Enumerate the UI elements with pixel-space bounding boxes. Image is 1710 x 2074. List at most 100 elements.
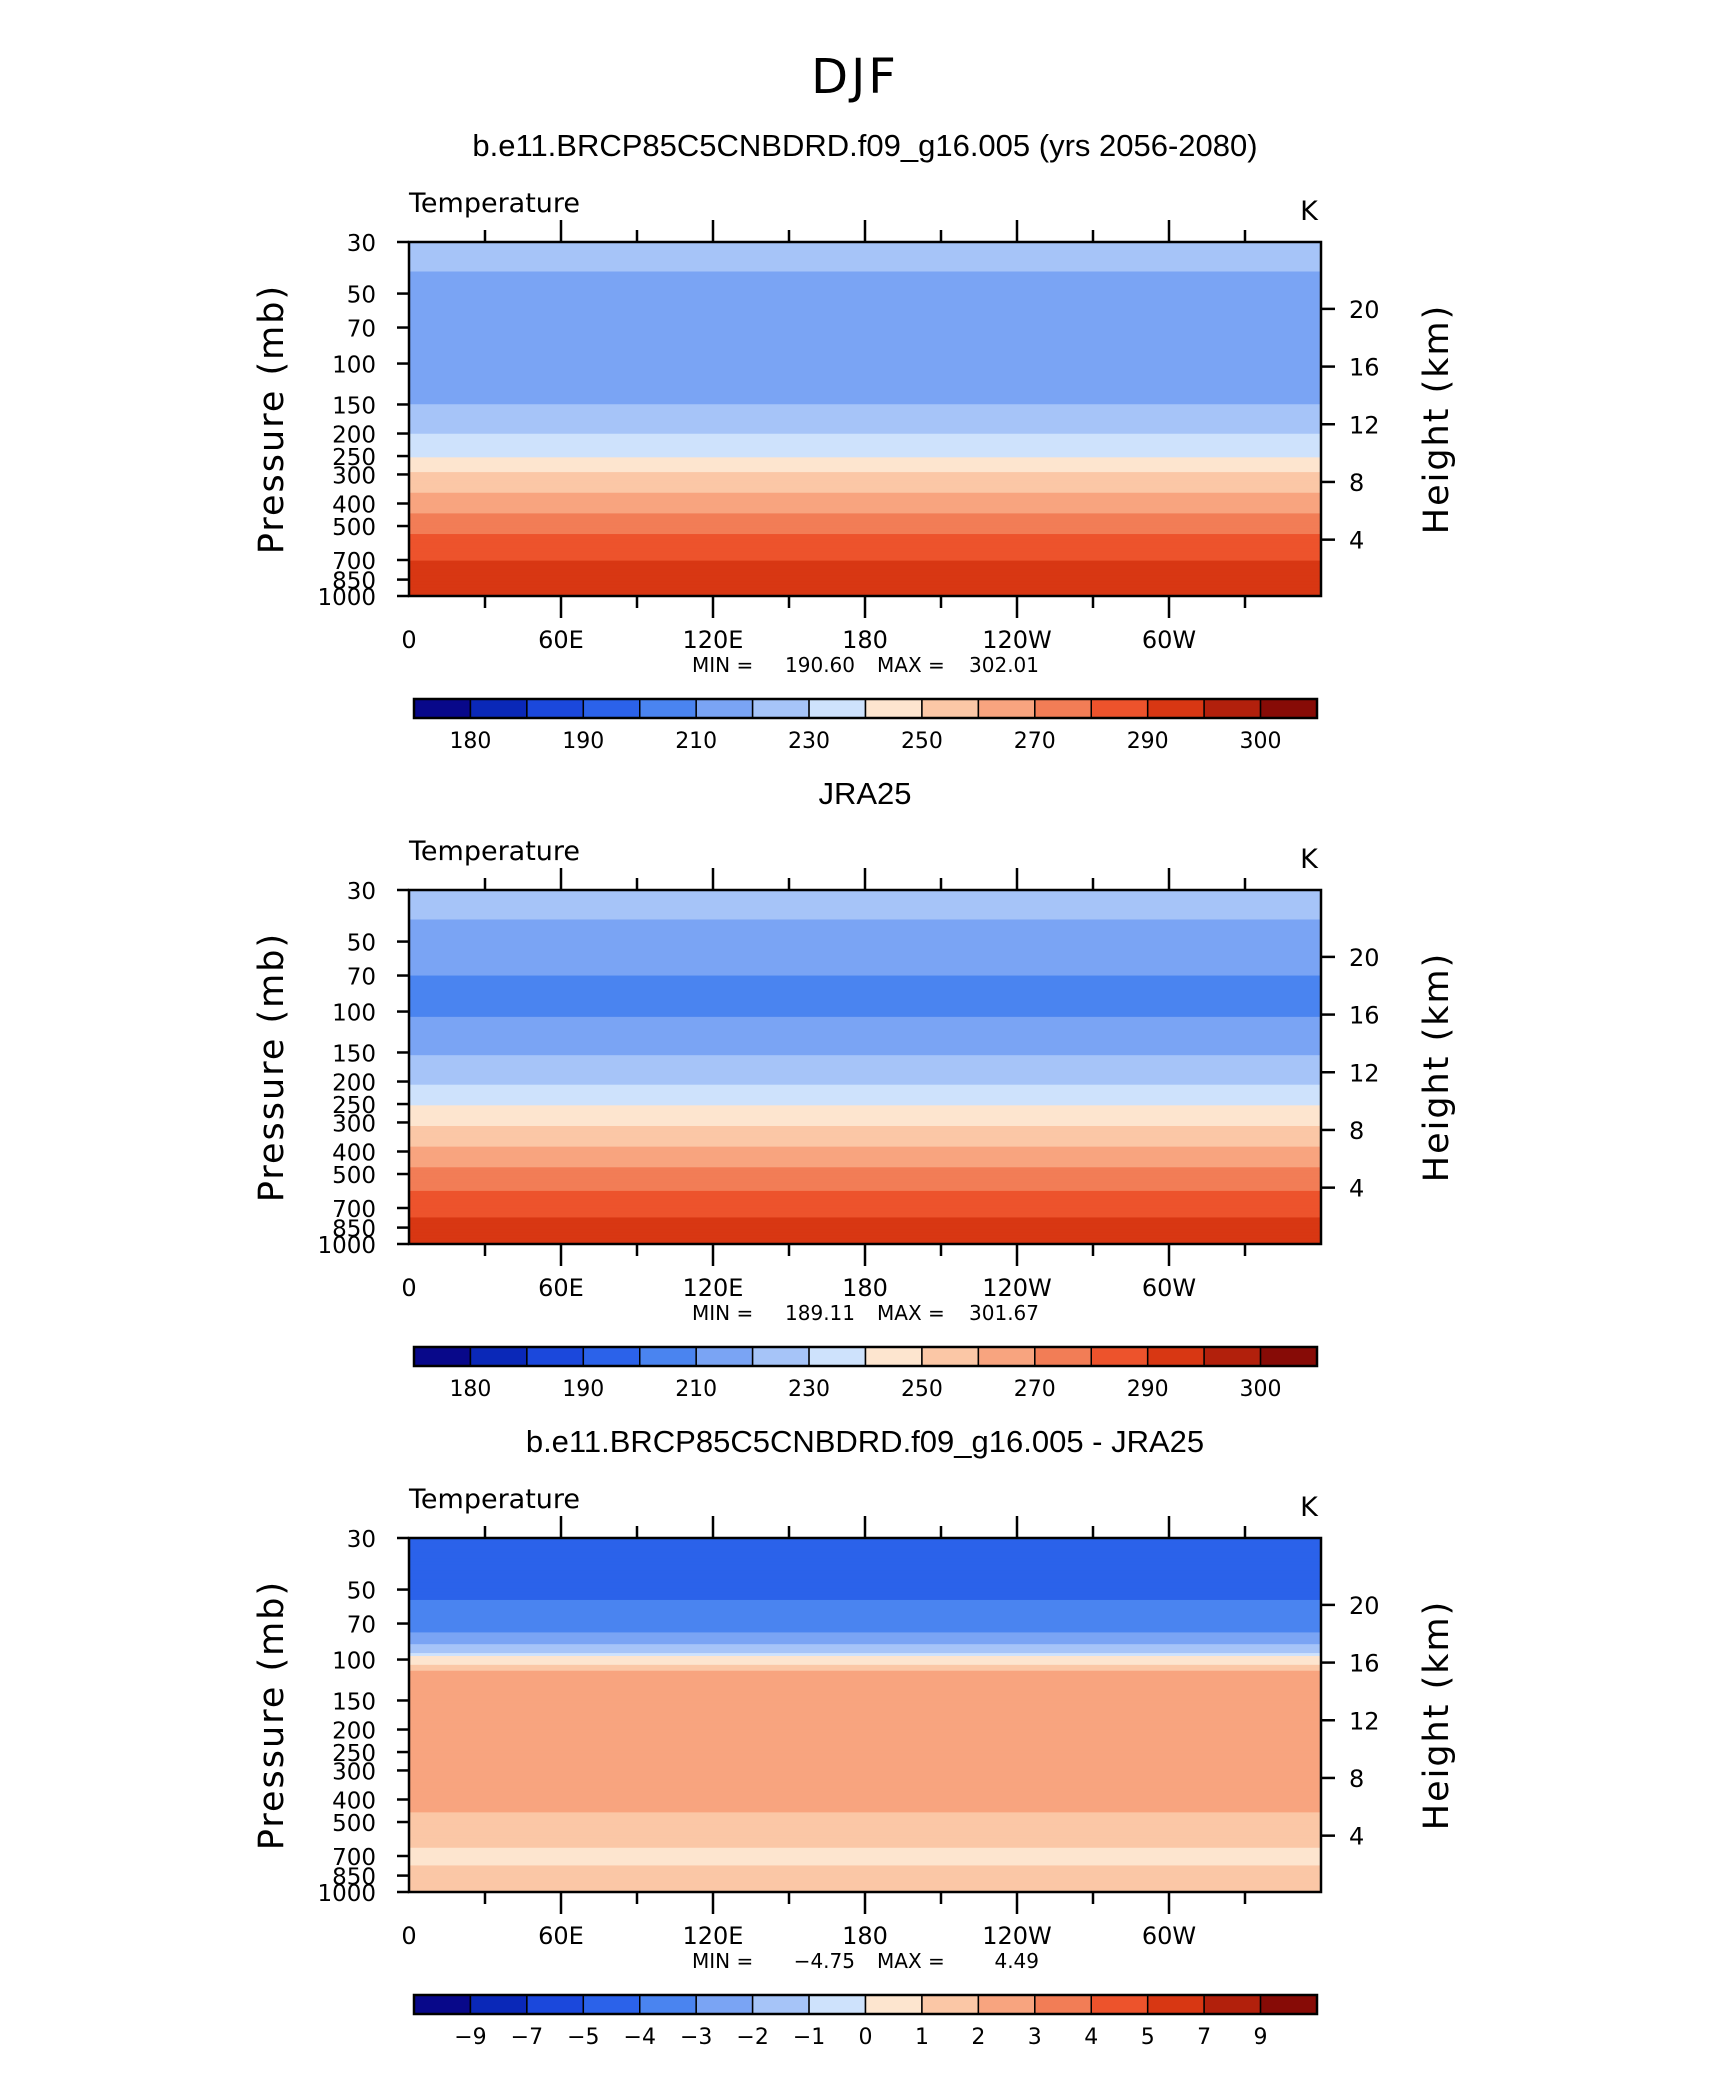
contour-band bbox=[409, 348, 1321, 352]
contour-band bbox=[409, 401, 1321, 405]
colorbar-label: 300 bbox=[1240, 1377, 1282, 1402]
colorbar-swatch bbox=[582, 698, 641, 719]
contour-band bbox=[409, 928, 1321, 932]
x-tick-label: 0 bbox=[401, 1922, 416, 1950]
contour-band bbox=[409, 1028, 1321, 1033]
colorbar-label: 3 bbox=[1028, 2025, 1042, 2050]
contour-band bbox=[409, 1768, 1321, 1772]
contour-band bbox=[409, 289, 1321, 293]
contour-band bbox=[409, 972, 1321, 977]
y-tick-label: 30 bbox=[347, 231, 376, 257]
contour-band bbox=[409, 1579, 1321, 1583]
contour-band bbox=[409, 395, 1321, 399]
x-tick-label: 180 bbox=[842, 1922, 888, 1950]
contour-band bbox=[409, 519, 1321, 523]
x-tick-label: 180 bbox=[842, 626, 888, 654]
contour-band bbox=[409, 416, 1321, 420]
contour-band bbox=[409, 404, 1321, 408]
contour-band bbox=[409, 1002, 1321, 1006]
contour-band bbox=[409, 572, 1321, 576]
contour-band bbox=[409, 981, 1321, 985]
contour-band bbox=[409, 242, 1321, 246]
colorbar-swatch bbox=[751, 698, 810, 719]
y-tick-label: 50 bbox=[347, 1579, 376, 1605]
y2-tick-label: 16 bbox=[1349, 1002, 1380, 1030]
contour-band bbox=[409, 460, 1321, 464]
contour-band bbox=[409, 913, 1321, 918]
colorbar-label: 290 bbox=[1127, 1377, 1169, 1402]
contour-band bbox=[409, 1052, 1321, 1056]
colorbar-label: 180 bbox=[449, 729, 491, 754]
contour-band bbox=[409, 445, 1321, 450]
contour-band bbox=[409, 1877, 1321, 1881]
contour-band bbox=[409, 1022, 1321, 1027]
contour-band bbox=[409, 545, 1321, 550]
contour-band bbox=[409, 525, 1321, 529]
contour-band bbox=[409, 554, 1321, 559]
contour-band bbox=[409, 1164, 1321, 1168]
contour-band bbox=[409, 528, 1321, 532]
panel-title: b.e11.BRCP85C5CNBDRD.f09_g16.005 - JRA25 bbox=[526, 1424, 1204, 1459]
contour-band bbox=[409, 309, 1321, 314]
contour-band bbox=[409, 1564, 1321, 1569]
y-tick-label: 850 bbox=[332, 1217, 376, 1243]
contour-band bbox=[409, 386, 1321, 391]
contour-band bbox=[409, 451, 1321, 455]
contour-band bbox=[409, 1585, 1321, 1589]
colorbar-swatch bbox=[469, 1346, 528, 1367]
contour-band bbox=[409, 1756, 1321, 1760]
contour-band bbox=[409, 1072, 1321, 1077]
contour-band bbox=[409, 1123, 1321, 1127]
colorbar-label: 250 bbox=[901, 729, 943, 754]
y2-tick-label: 8 bbox=[1349, 469, 1364, 497]
y2-axis-title: Height (km) bbox=[1417, 952, 1457, 1183]
contour-band bbox=[409, 357, 1321, 361]
contour-band bbox=[409, 256, 1321, 261]
contour-band bbox=[409, 1765, 1321, 1769]
contour-band bbox=[409, 277, 1321, 281]
contour-band bbox=[409, 1617, 1321, 1622]
contour-band bbox=[409, 895, 1321, 900]
contour-band bbox=[409, 993, 1321, 997]
contour-band bbox=[409, 1087, 1321, 1092]
contour-band bbox=[409, 292, 1321, 296]
units-label: K bbox=[1300, 196, 1319, 227]
colorbar-swatch bbox=[1203, 1346, 1262, 1367]
contour-band bbox=[409, 1576, 1321, 1580]
contour-band bbox=[409, 1588, 1321, 1592]
y-tick-label: 1000 bbox=[317, 585, 376, 611]
contour-band bbox=[409, 1712, 1321, 1716]
colorbar-swatch bbox=[1259, 1994, 1318, 2015]
colorbar-swatch bbox=[864, 1346, 923, 1367]
y-tick-label: 700 bbox=[332, 1197, 376, 1223]
contour-band bbox=[409, 262, 1321, 267]
contour-band bbox=[409, 1046, 1321, 1050]
contour-band bbox=[409, 1131, 1321, 1136]
colorbar-label: 5 bbox=[1141, 2025, 1155, 2050]
contour-band bbox=[409, 548, 1321, 553]
max-label: MAX = bbox=[877, 653, 945, 677]
colorbar-label: 290 bbox=[1127, 729, 1169, 754]
contour-band bbox=[409, 951, 1321, 956]
colorbar-label: 270 bbox=[1014, 1377, 1056, 1402]
contour-band bbox=[409, 1638, 1321, 1642]
contour-band bbox=[409, 1034, 1321, 1039]
colorbar-frame bbox=[412, 697, 1319, 720]
x-tick-label: 120E bbox=[683, 1922, 744, 1950]
contour-band bbox=[409, 1738, 1321, 1743]
contour-band bbox=[409, 1703, 1321, 1707]
contour-band bbox=[409, 1688, 1321, 1692]
contour-band bbox=[409, 362, 1321, 367]
contour-band bbox=[409, 1735, 1321, 1740]
contour-band bbox=[409, 1715, 1321, 1719]
colorbar-swatch bbox=[1146, 1346, 1205, 1367]
x-axis: 0 60E 120E 180 120W 60W bbox=[401, 1516, 1247, 1950]
contour-band bbox=[409, 566, 1321, 571]
colorbar-swatch bbox=[1146, 1994, 1205, 2015]
contour-band bbox=[409, 1037, 1321, 1042]
y-tick-label: 200 bbox=[332, 1719, 376, 1745]
contour-band bbox=[409, 1081, 1321, 1086]
contour-band bbox=[409, 495, 1321, 500]
contour-band bbox=[409, 371, 1321, 376]
